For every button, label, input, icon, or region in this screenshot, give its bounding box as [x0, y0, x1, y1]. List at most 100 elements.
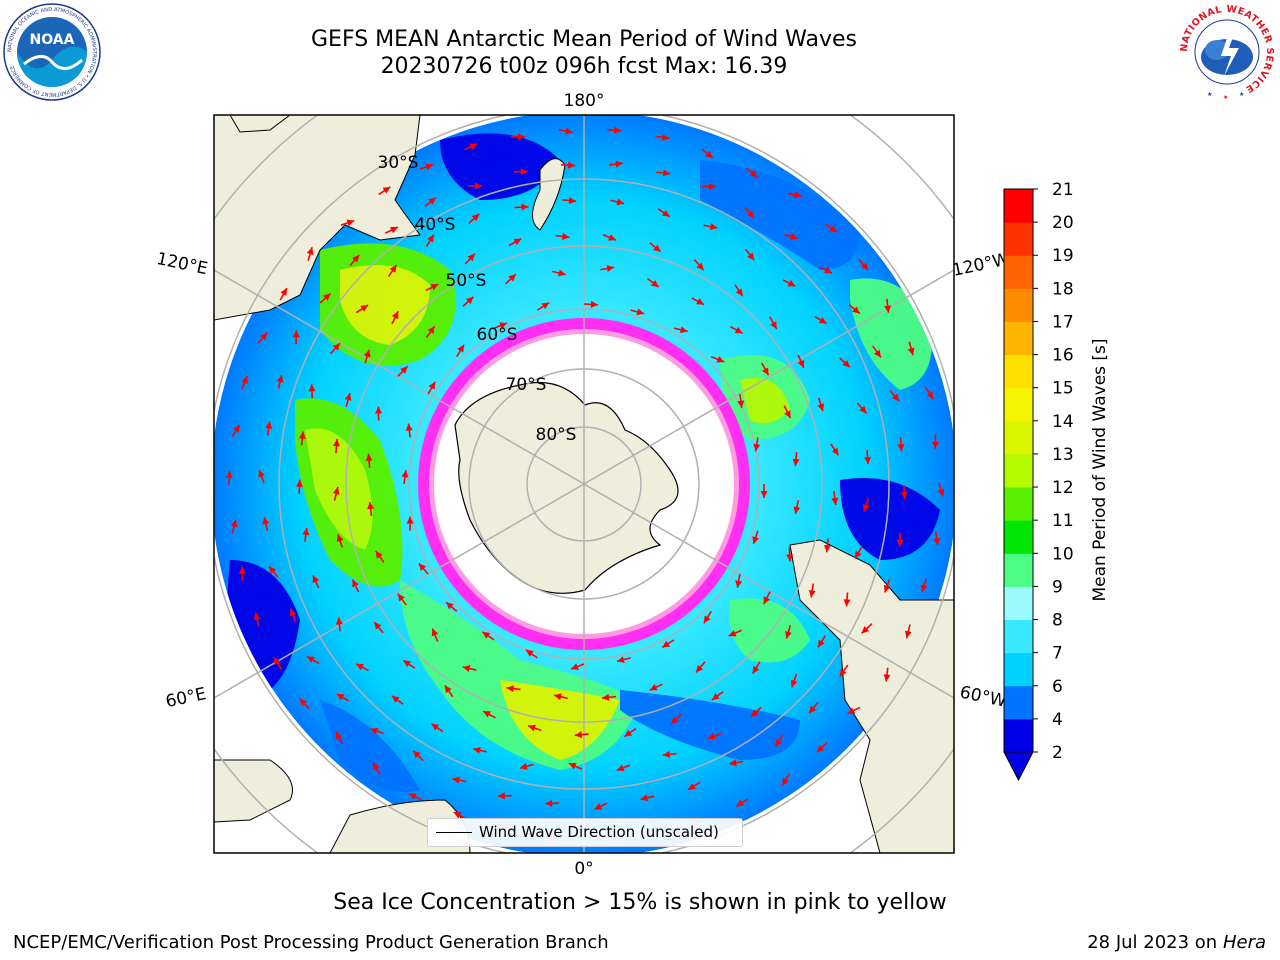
svg-text:★: ★	[1207, 91, 1212, 98]
wind-wave-arrowhead	[824, 266, 832, 274]
wind-wave-arrowhead	[428, 381, 436, 390]
wind-wave-arrowhead	[752, 536, 760, 544]
wind-wave-arrowhead	[298, 431, 306, 439]
wind-wave-arrowhead	[473, 746, 481, 754]
wind-wave-arrowhead	[408, 793, 417, 800]
wind-wave-arrowhead	[469, 143, 477, 150]
wind-wave-arrowhead	[590, 300, 598, 308]
wind-wave-arrowhead	[356, 663, 364, 671]
wind-wave-arrowhead	[374, 622, 382, 630]
wind-wave-arrowhead	[636, 308, 645, 316]
wind-wave-arrowhead	[397, 593, 405, 602]
wind-wave-arrowhead	[389, 265, 397, 273]
wind-wave-arrowhead	[649, 684, 658, 691]
wind-wave-arrowhead	[406, 516, 414, 524]
wind-wave-arrowhead	[892, 393, 900, 402]
wind-wave-arrowhead	[568, 762, 577, 770]
wind-wave-arrowhead	[269, 566, 277, 575]
wind-wave-arrowhead	[335, 731, 343, 740]
wind-wave-arrowhead	[273, 657, 281, 666]
wind-wave-arrowhead	[346, 219, 355, 227]
wind-wave-arrowhead	[497, 792, 505, 800]
colorbar-tick-label: 19	[1052, 246, 1074, 266]
wind-wave-arrowhead	[280, 287, 287, 296]
wind-wave-arrowhead	[574, 731, 583, 739]
wind-wave-arrowhead	[363, 349, 371, 358]
wind-wave-arrowhead	[482, 631, 491, 639]
wind-wave-arrowhead	[818, 316, 827, 324]
wind-wave-arrowhead	[808, 589, 816, 598]
wind-wave-arrowhead	[784, 410, 791, 419]
wind-wave-arrowhead	[680, 326, 688, 334]
wind-wave-arrowhead	[735, 288, 743, 297]
wind-wave-arrowhead	[382, 186, 391, 194]
wind-wave-arrowhead	[861, 626, 870, 634]
colorbar-tick-label: 17	[1052, 312, 1074, 332]
colorbar-tick-label: 4	[1052, 710, 1063, 730]
wind-wave-arrowhead	[817, 403, 825, 412]
wind-wave-arrowhead	[703, 615, 711, 624]
wind-wave-arrowhead	[859, 405, 867, 414]
wind-wave-arrowhead	[751, 709, 759, 717]
lon-label-0: 0°	[574, 859, 593, 879]
wind-wave-arrowhead	[230, 519, 238, 528]
svg-text:★: ★	[1223, 94, 1228, 101]
wind-wave-arrowhead	[920, 584, 928, 593]
wind-wave-arrowhead	[225, 470, 233, 479]
wind-wave-arrowhead	[352, 579, 359, 588]
colorbar-tick-label: 12	[1052, 478, 1074, 498]
wind-wave-arrowhead	[736, 799, 745, 807]
wind-wave-arrowhead	[829, 225, 837, 233]
wind-wave-arrowhead	[365, 453, 373, 462]
wind-wave-arrowhead	[401, 470, 409, 478]
wind-wave-arrowhead	[390, 226, 398, 234]
legend-line-sample	[436, 832, 472, 834]
wind-wave-arrowhead	[688, 783, 696, 790]
wind-wave-arrowhead	[462, 665, 471, 672]
wind-wave-arrowhead	[734, 326, 743, 334]
wind-wave-arrowhead	[428, 197, 436, 205]
wind-wave-arrowhead	[662, 640, 671, 648]
wind-wave-arrowhead	[937, 488, 945, 497]
wind-wave-arrowhead	[617, 656, 625, 664]
colorbar-tick-label: 9	[1052, 577, 1063, 597]
wind-wave-arrowhead	[289, 608, 297, 617]
wind-wave-arrowhead	[624, 729, 633, 737]
wind-wave-arrowhead	[370, 727, 379, 735]
wind-wave-arrowhead	[499, 322, 508, 329]
footer-date-text: 28 Jul 2023 on	[1087, 932, 1223, 953]
wind-wave-arrowhead	[661, 133, 670, 141]
colorbar-swatch	[1004, 222, 1033, 256]
wind-wave-arrowhead	[735, 580, 743, 588]
wind-wave-arrowhead	[608, 234, 616, 241]
colorbar-tick-label: 10	[1052, 544, 1074, 564]
wind-wave-arrowhead	[749, 170, 758, 178]
wind-wave-arrowhead	[904, 630, 912, 639]
colorbar-tick-label: 11	[1052, 511, 1074, 531]
wind-wave-arrowhead	[471, 214, 480, 222]
wind-wave-arrowhead	[762, 367, 769, 376]
wind-wave-arrowhead	[616, 198, 625, 206]
wind-wave-arrowhead	[233, 424, 240, 433]
wind-wave-arrowhead	[797, 359, 805, 368]
wind-wave-arrowhead	[816, 744, 825, 753]
sea-ice-note: Sea Ice Concentration > 15% is shown in …	[333, 890, 947, 915]
wind-wave-arrowhead	[787, 280, 796, 287]
wind-wave-arrowhead	[444, 685, 452, 694]
colorbar-tick-label: 8	[1052, 611, 1063, 631]
wind-wave-arrowhead	[615, 160, 623, 168]
wind-wave-arrowhead	[671, 716, 679, 725]
wind-wave-arrowhead	[883, 674, 891, 682]
colorbar: 2 4 6 7 8 9 10 11 12 13 14 15 16 17 18 19 20 21	[1003, 180, 1074, 782]
wind-wave-arrowhead	[258, 469, 265, 478]
wind-wave-arrowhead	[926, 391, 934, 400]
wind-wave-arrowhead	[375, 550, 383, 559]
wind-wave-arrowhead	[640, 794, 649, 802]
lat-label-80s: 80°S	[536, 425, 577, 445]
lon-label-60e: 60°E	[164, 684, 208, 712]
wind-wave-arrowhead	[508, 274, 516, 282]
wind-wave-arrowhead	[425, 163, 434, 171]
wind-wave-arrowhead	[661, 209, 670, 217]
wind-wave-arrowhead	[332, 439, 340, 447]
wind-wave-arrowhead	[852, 306, 860, 314]
